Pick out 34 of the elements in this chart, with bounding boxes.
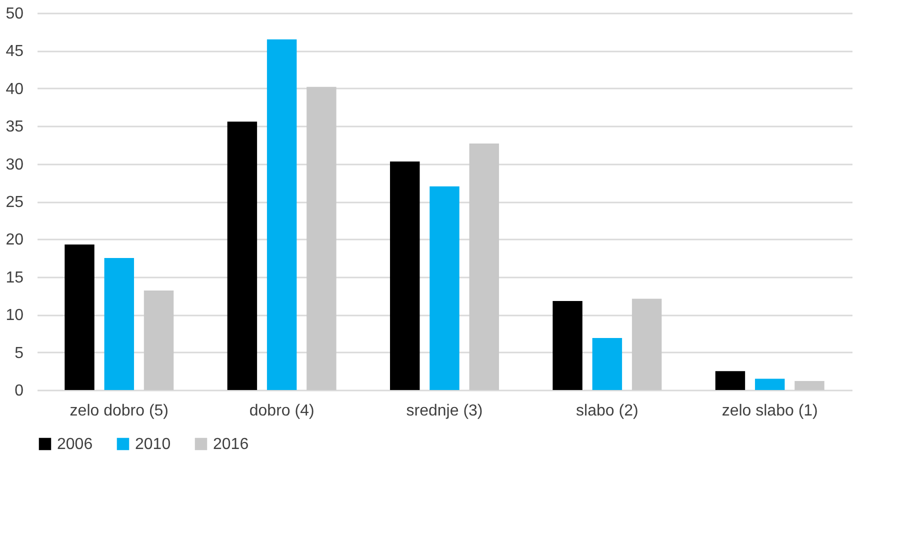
bar xyxy=(266,39,297,390)
y-tick-label: 50 xyxy=(6,6,24,22)
x-tick-label: slabo (2) xyxy=(576,402,638,420)
legend-label: 2016 xyxy=(213,436,249,453)
x-tick-label: dobro (4) xyxy=(249,402,314,420)
x-tick-label: srednje (3) xyxy=(406,402,483,420)
y-tick-label: 45 xyxy=(6,43,24,60)
bar xyxy=(754,378,785,390)
x-tick-label: zelo slabo (1) xyxy=(722,402,818,420)
bar xyxy=(390,162,420,390)
bar xyxy=(715,371,746,390)
bar xyxy=(306,86,336,390)
y-tick-label: 5 xyxy=(14,344,24,362)
bar xyxy=(552,301,582,390)
y-tick-label: 25 xyxy=(6,194,24,211)
bar xyxy=(104,258,134,390)
y-tick-label: 15 xyxy=(6,269,24,286)
y-tick-label: 10 xyxy=(6,307,24,324)
x-tick-label: zelo dobro (5) xyxy=(70,402,169,420)
legend-label: 2010 xyxy=(135,436,171,453)
y-tick-label: 0 xyxy=(14,382,24,400)
y-tick-label: 30 xyxy=(6,156,24,174)
bar xyxy=(794,380,824,390)
bar xyxy=(632,298,662,390)
legend-label: 2006 xyxy=(57,436,93,453)
bar xyxy=(144,290,174,390)
bar xyxy=(430,186,460,390)
bar xyxy=(592,338,622,390)
y-tick-label: 35 xyxy=(6,118,24,136)
bar xyxy=(64,244,94,390)
bar xyxy=(227,122,258,390)
y-tick-label: 40 xyxy=(6,80,24,98)
bar xyxy=(469,143,499,390)
y-tick-label: 20 xyxy=(6,232,24,249)
